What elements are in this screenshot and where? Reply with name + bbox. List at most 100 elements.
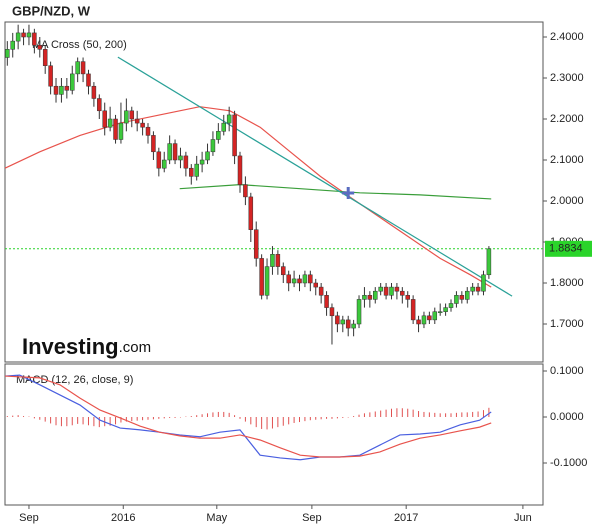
- x-tick-label: 2016: [111, 512, 135, 524]
- candle-body: [151, 135, 156, 153]
- candle-body: [64, 85, 70, 91]
- candle-body: [329, 307, 335, 317]
- candle-body: [253, 229, 259, 259]
- y-tick-label: 0.1000: [550, 365, 584, 377]
- last-price-box: [545, 240, 592, 257]
- candle-body: [205, 151, 210, 161]
- candle-body: [335, 315, 340, 325]
- candle-body: [340, 319, 346, 325]
- candle-body: [475, 286, 481, 292]
- x-tick-label: May: [206, 512, 227, 524]
- y-tick-label: 2.3000: [550, 72, 584, 84]
- candle-body: [91, 85, 97, 99]
- candle-body: [167, 143, 172, 161]
- candle-body: [134, 118, 140, 124]
- candle-body: [5, 49, 10, 58]
- candle-body: [156, 151, 162, 169]
- y-tick-label: -0.1000: [550, 457, 587, 469]
- candle-body: [286, 274, 291, 284]
- candle-body: [75, 61, 80, 75]
- candle-body: [10, 40, 15, 50]
- candle-body: [291, 278, 297, 284]
- price-panel: [4, 21, 544, 363]
- candle-body: [297, 278, 302, 284]
- candle-body: [216, 131, 221, 140]
- watermark-suffix: .com: [119, 339, 152, 356]
- watermark: Investing.com: [22, 334, 151, 359]
- candle-body: [302, 274, 308, 284]
- y-tick-label: 0.0000: [550, 411, 584, 423]
- candle-body: [199, 159, 205, 165]
- candle-body: [405, 295, 410, 300]
- candle-body: [118, 122, 124, 140]
- y-tick-label: 2.1000: [550, 154, 584, 166]
- indicator-label: MACD (12, 26, close, 9): [16, 374, 133, 386]
- candle-body: [437, 311, 443, 313]
- candle-body: [70, 73, 75, 91]
- candle-body: [107, 118, 113, 128]
- cross-marker: [342, 187, 355, 200]
- chart-title: GBP/NZD, W: [12, 3, 91, 18]
- candle-body: [481, 274, 486, 292]
- candle-body: [313, 282, 318, 288]
- candle-body: [367, 295, 373, 300]
- candle-body: [221, 122, 227, 132]
- candle-body: [15, 32, 21, 42]
- candle-body: [264, 266, 270, 296]
- candle-body: [48, 65, 53, 87]
- candle-body: [383, 286, 389, 296]
- candle-body: [281, 266, 286, 276]
- candle-body: [259, 258, 264, 296]
- candle-body: [59, 85, 64, 95]
- candle-body: [454, 295, 459, 304]
- candle-body: [470, 286, 475, 292]
- candle-body: [394, 286, 400, 292]
- macd-panel: [4, 363, 544, 506]
- candle-body: [226, 114, 232, 124]
- candle-body: [345, 319, 351, 329]
- candle-body: [378, 286, 383, 292]
- last-price-label: 1.8834: [549, 243, 583, 255]
- candle-body: [373, 290, 378, 300]
- x-tick-label: Sep: [302, 512, 322, 524]
- candle-body: [443, 307, 448, 312]
- candle-body: [416, 319, 421, 325]
- candle-body: [32, 32, 37, 46]
- candle-body: [351, 323, 356, 329]
- candle-body: [21, 32, 26, 38]
- moving-average: [4, 106, 492, 288]
- candle-body: [400, 290, 405, 296]
- candle-body: [210, 139, 216, 153]
- candle-body: [421, 315, 427, 325]
- candle-body: [243, 184, 248, 198]
- candle-body: [232, 114, 237, 157]
- candle-body: [124, 110, 129, 124]
- candle-body: [140, 122, 145, 128]
- indicator-label: MA Cross (50, 200): [32, 39, 127, 51]
- candle-body: [113, 118, 118, 140]
- candle-body: [459, 295, 465, 300]
- candle-body: [183, 155, 189, 169]
- watermark-brand: Investing: [22, 334, 119, 359]
- macd-line: [4, 374, 492, 461]
- candle-body: [97, 98, 102, 112]
- x-tick-label: Jun: [514, 512, 532, 524]
- candle-body: [102, 110, 107, 128]
- candle-body: [448, 303, 454, 308]
- y-tick-label: 1.7000: [550, 318, 584, 330]
- candle-body: [80, 61, 86, 75]
- trend-line: [117, 56, 513, 297]
- candle-body: [275, 254, 281, 267]
- macd-line: [4, 375, 492, 458]
- candle-body: [145, 126, 151, 136]
- candle-body: [161, 159, 167, 169]
- candle-body: [86, 73, 91, 87]
- candle-body: [486, 248, 492, 276]
- candle-body: [37, 44, 43, 50]
- y-tick-label: 2.0000: [550, 195, 584, 207]
- candle-body: [324, 295, 329, 308]
- candle-body: [237, 155, 243, 185]
- candle-body: [427, 315, 432, 321]
